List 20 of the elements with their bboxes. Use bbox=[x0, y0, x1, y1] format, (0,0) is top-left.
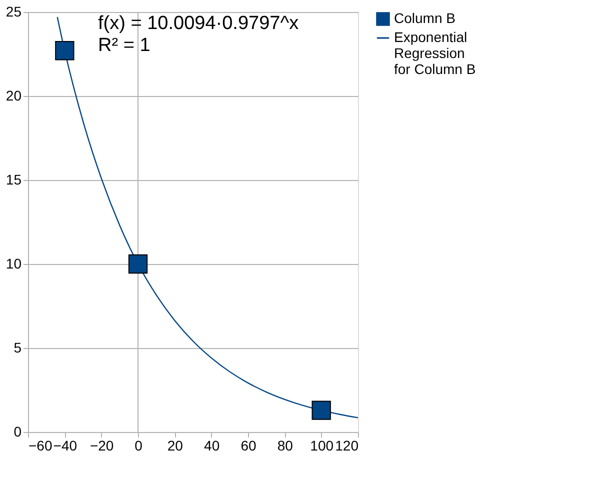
x-tick-label: 80 bbox=[277, 438, 294, 454]
annotation: R² = 1 bbox=[98, 35, 150, 56]
x-tick-label: 60 bbox=[240, 438, 256, 454]
x-tick-label: 120 bbox=[335, 438, 359, 454]
legend-label: Column B bbox=[394, 10, 456, 26]
y-tick-label: 5 bbox=[14, 340, 22, 356]
y-tick-label: 20 bbox=[6, 88, 22, 104]
y-tick-label: 15 bbox=[6, 172, 22, 188]
annotation: f(x) = 10.0094·0.9797^x bbox=[98, 13, 300, 34]
x-tick-label: −20 bbox=[90, 438, 114, 454]
y-tick-label: 25 bbox=[6, 4, 22, 20]
x-tick-label: −60 bbox=[28, 438, 52, 454]
legend-label: Exponential Regression for Column B bbox=[394, 29, 476, 77]
x-tick-label: 0 bbox=[134, 438, 143, 454]
x-tick-label: −40 bbox=[53, 438, 78, 454]
x-tick-label: 20 bbox=[167, 438, 184, 454]
x-tick-label: 40 bbox=[204, 438, 220, 454]
y-tick-label: 0 bbox=[14, 424, 22, 440]
y-tick-label: 10 bbox=[6, 256, 22, 272]
x-tick-label: 100 bbox=[310, 438, 334, 454]
